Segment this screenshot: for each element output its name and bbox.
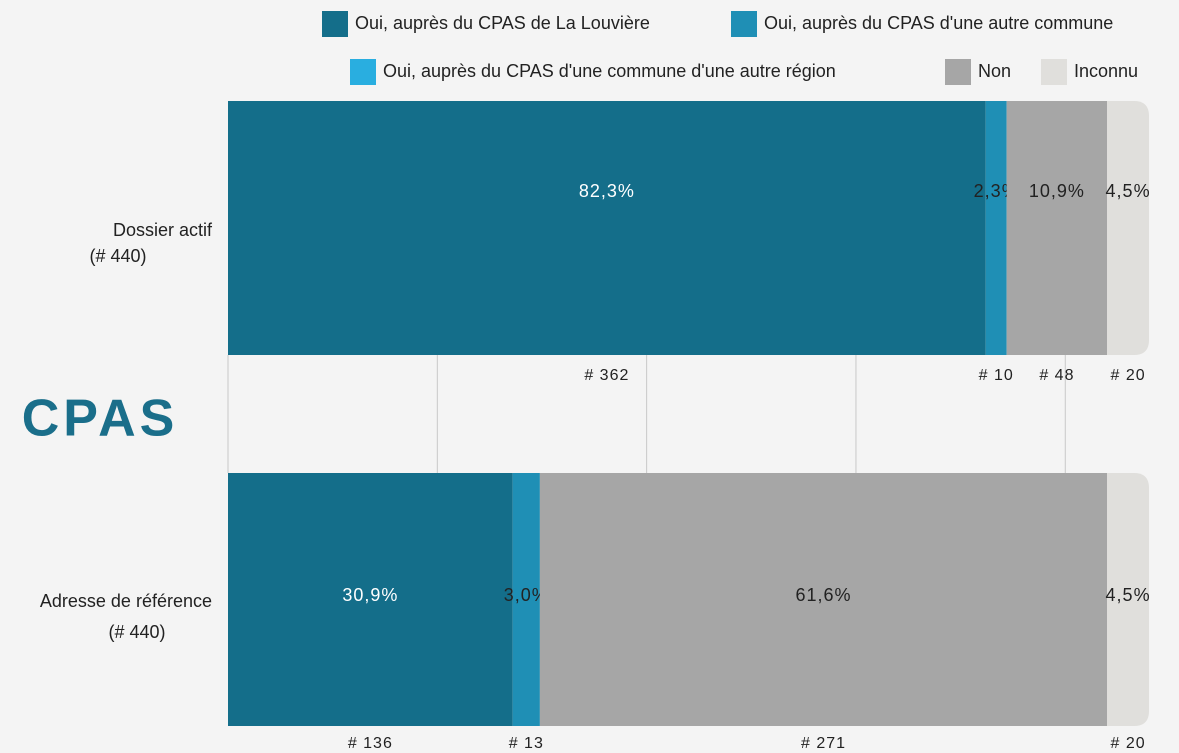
legend-swatch (322, 11, 348, 37)
legend-label: Non (978, 61, 1011, 81)
count-label: # 271 (801, 735, 846, 752)
percent-label: 30,9% (342, 585, 398, 605)
legend-label: Oui, auprès du CPAS d'une autre commune (764, 13, 1113, 33)
count-label: # 10 (979, 367, 1014, 384)
percent-label: 61,6% (795, 585, 851, 605)
percent-label: 3,0% (504, 585, 549, 605)
count-label: # 20 (1110, 735, 1145, 752)
legend-swatch (1041, 59, 1067, 85)
percent-label: 4,5% (1106, 585, 1151, 605)
legend-label: Oui, auprès du CPAS de La Louvière (355, 13, 650, 33)
count-label: # 20 (1110, 367, 1145, 384)
percent-label: 10,9% (1029, 181, 1085, 201)
bar-segment (228, 473, 513, 726)
chart-title: CPAS (22, 390, 179, 448)
legend-swatch (350, 59, 376, 85)
count-label: # 136 (348, 735, 393, 752)
count-label: # 48 (1039, 367, 1074, 384)
bar-segment (512, 473, 540, 726)
percent-label: 4,5% (1106, 181, 1151, 201)
legend-label: Oui, auprès du CPAS d'une commune d'une … (383, 61, 836, 81)
bar-segment (1107, 101, 1149, 355)
bar-segment (1006, 101, 1108, 355)
count-label: # 362 (584, 367, 629, 384)
bar-segment (1107, 473, 1149, 726)
count-label: # 13 (509, 735, 544, 752)
legend-label: Inconnu (1074, 61, 1138, 81)
category-label: Adresse de référence (40, 591, 212, 611)
category-count: (# 440) (89, 246, 146, 266)
percent-label: 82,3% (579, 181, 635, 201)
category-count: (# 440) (108, 622, 165, 642)
bar-segment (539, 473, 1108, 726)
legend-swatch (731, 11, 757, 37)
legend-swatch (945, 59, 971, 85)
bar-segment (985, 101, 1007, 355)
bar-segment (228, 101, 986, 355)
category-label: Dossier actif (113, 220, 213, 240)
